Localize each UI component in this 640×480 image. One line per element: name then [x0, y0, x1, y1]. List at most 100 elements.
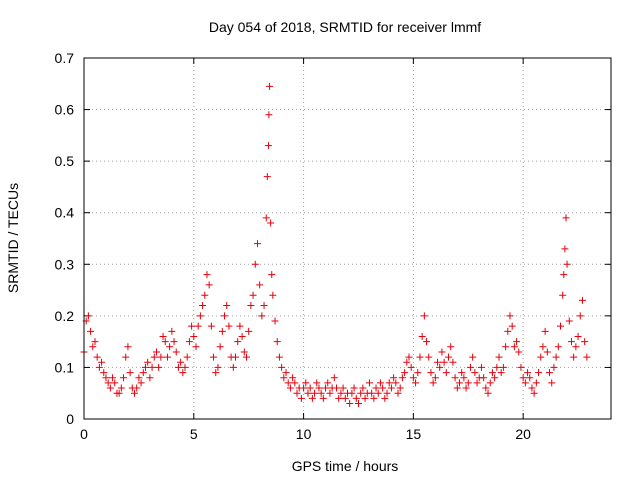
data-point — [240, 348, 248, 356]
data-point — [365, 379, 373, 387]
data-point — [392, 379, 400, 387]
data-point — [425, 353, 433, 361]
x-tick-label: 5 — [190, 426, 198, 442]
data-point — [205, 281, 213, 289]
data-point — [562, 214, 570, 222]
data-point — [517, 363, 525, 371]
data-point — [315, 384, 323, 392]
data-point — [297, 394, 305, 402]
data-point — [526, 374, 534, 382]
data-point — [387, 384, 395, 392]
data-point — [486, 379, 494, 387]
data-point — [212, 369, 220, 377]
data-point — [438, 348, 446, 356]
data-point — [563, 260, 571, 268]
data-point — [521, 379, 529, 387]
data-point — [271, 317, 279, 325]
y-tick-label: 0.5 — [55, 153, 75, 169]
data-point — [405, 353, 413, 361]
data-point — [280, 374, 288, 382]
data-point — [497, 369, 505, 377]
data-point — [282, 369, 290, 377]
plot-frame — [83, 57, 612, 420]
data-point — [258, 312, 266, 320]
data-point — [275, 353, 283, 361]
y-tick-label: 0.2 — [55, 308, 75, 324]
data-point — [109, 374, 117, 382]
data-point — [370, 394, 378, 402]
data-point — [420, 312, 428, 320]
data-point — [510, 343, 518, 351]
data-point — [423, 338, 431, 346]
y-tick-label: 0.1 — [55, 359, 75, 375]
data-point — [306, 384, 314, 392]
data-point — [319, 394, 327, 402]
data-point — [473, 379, 481, 387]
data-point — [515, 348, 523, 356]
data-point — [326, 389, 334, 397]
data-point — [396, 384, 404, 392]
data-point — [190, 332, 198, 340]
data-point — [548, 379, 556, 387]
data-point — [513, 338, 521, 346]
data-point — [379, 384, 387, 392]
data-point — [163, 353, 171, 361]
data-point — [245, 327, 253, 335]
data-point — [131, 389, 139, 397]
data-point — [264, 142, 272, 150]
data-point — [346, 400, 354, 408]
data-point — [482, 384, 490, 392]
data-point — [352, 394, 360, 402]
data-point — [185, 338, 193, 346]
data-point — [409, 374, 417, 382]
data-point — [453, 384, 461, 392]
data-point — [508, 322, 516, 330]
data-point — [161, 338, 169, 346]
y-axis-label: SRMTID / TECUs — [5, 183, 21, 293]
data-point — [102, 374, 110, 382]
data-point — [157, 353, 165, 361]
data-point — [401, 369, 409, 377]
data-point — [447, 343, 455, 351]
data-point — [581, 338, 589, 346]
y-tick-label: 0 — [66, 411, 74, 427]
data-point — [120, 374, 128, 382]
data-point — [350, 384, 358, 392]
data-point — [166, 343, 174, 351]
data-point — [172, 348, 180, 356]
data-point — [141, 363, 149, 371]
data-point — [390, 374, 398, 382]
data-point — [322, 384, 330, 392]
data-point — [304, 389, 312, 397]
data-point — [499, 363, 507, 371]
data-point — [104, 379, 112, 387]
data-point — [225, 322, 233, 330]
data-point — [574, 332, 582, 340]
data-point — [201, 291, 209, 299]
data-point — [559, 291, 567, 299]
data-point — [504, 327, 512, 335]
data-point — [429, 379, 437, 387]
data-point — [583, 353, 591, 361]
data-point — [560, 271, 568, 279]
data-point — [578, 296, 586, 304]
data-point — [146, 374, 154, 382]
data-point — [194, 322, 202, 330]
data-point — [451, 374, 459, 382]
data-point — [502, 343, 510, 351]
data-point — [556, 322, 564, 330]
data-point — [324, 379, 332, 387]
data-point — [291, 379, 299, 387]
data-point — [196, 312, 204, 320]
data-point — [253, 240, 261, 248]
data-point — [337, 389, 345, 397]
data-point — [302, 379, 310, 387]
data-point — [152, 348, 160, 356]
data-point — [93, 353, 101, 361]
x-tick-label: 10 — [296, 426, 312, 442]
data-point — [541, 327, 549, 335]
y-tick-label: 0.4 — [55, 205, 75, 221]
data-point — [289, 374, 297, 382]
data-point — [493, 363, 501, 371]
data-point — [106, 384, 114, 392]
